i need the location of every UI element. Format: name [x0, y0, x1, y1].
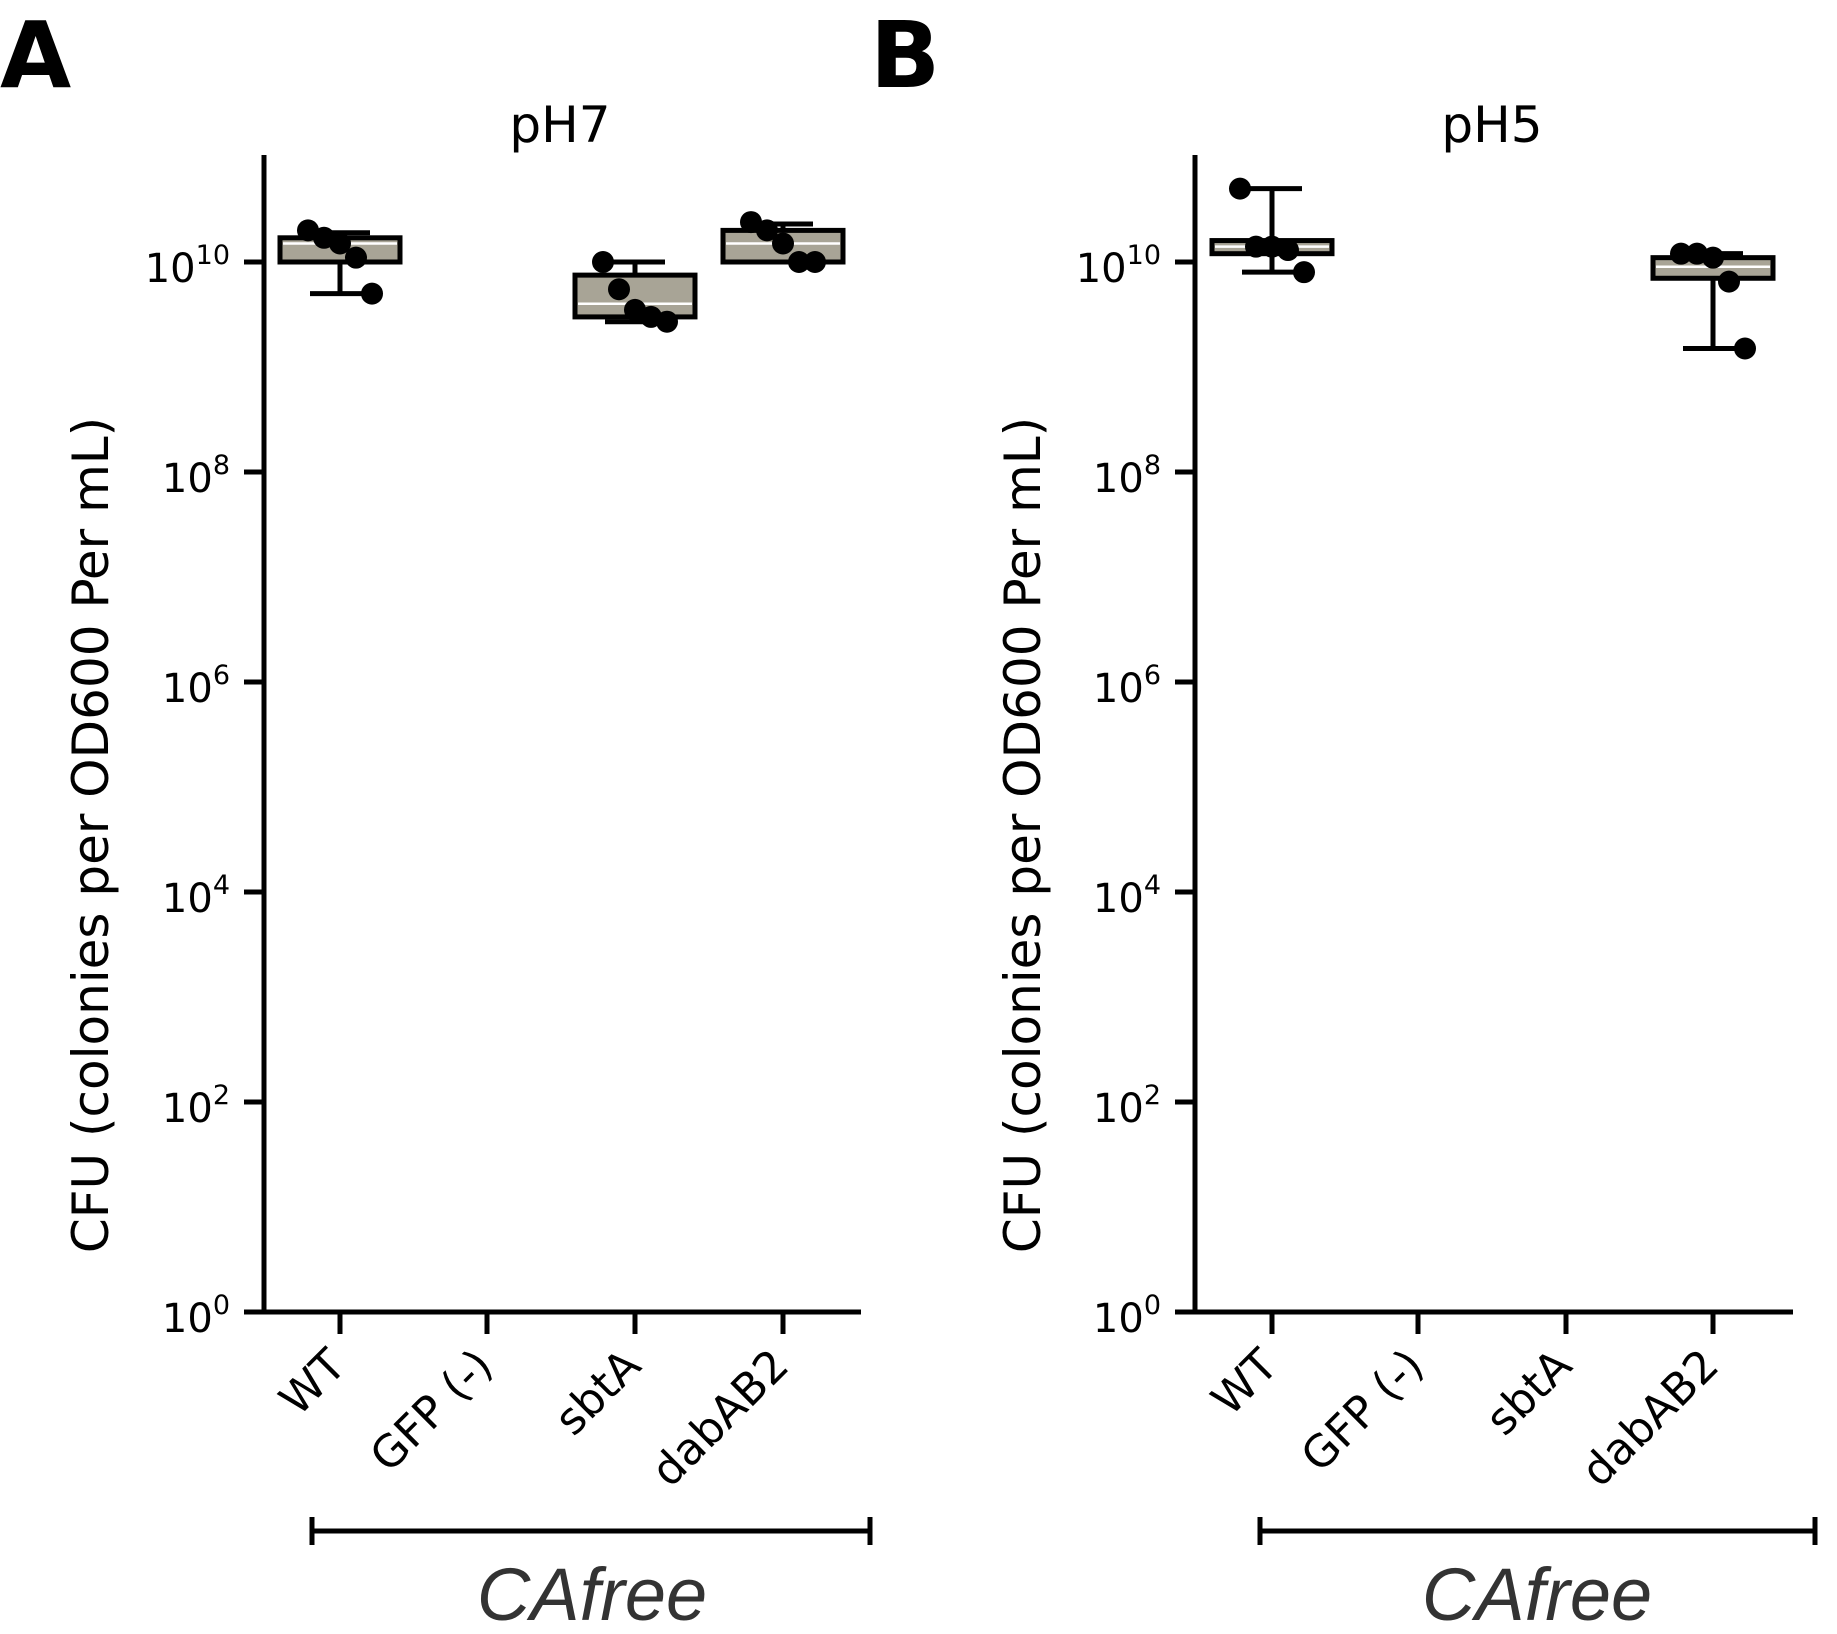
y-tick-label: 1010 [145, 240, 230, 292]
data-point [345, 246, 367, 269]
y-tick-exponent: 2 [213, 1080, 230, 1111]
data-point [1245, 235, 1267, 258]
y-tick-exponent: 0 [213, 1290, 230, 1321]
y-tick-exponent: 10 [1127, 240, 1161, 271]
group-label-cafree: CAfree [1422, 1553, 1652, 1634]
y-axis-label: CFU (colonies per OD600 Per mL) [994, 417, 1052, 1253]
x-tick-label: GFP (-) [361, 1340, 503, 1482]
x-tick-label: dabAB2 [642, 1340, 799, 1497]
data-point [1702, 246, 1724, 269]
y-tick-exponent: 4 [213, 870, 230, 901]
panel-letter-b: B [870, 2, 940, 109]
panel-b: B pH5 CFU (colonies per OD600 Per mL) 10… [870, 2, 1818, 1634]
boxes [1209, 177, 1776, 360]
y-tick-label: 100 [162, 1290, 230, 1342]
data-point [608, 278, 630, 301]
data-point [361, 282, 383, 305]
data-point [1229, 177, 1251, 200]
y-tick-exponent: 8 [213, 450, 230, 481]
y-axis-label: CFU (colonies per OD600 Per mL) [62, 417, 120, 1253]
y-tick-label: 102 [162, 1080, 230, 1132]
data-point [772, 232, 794, 255]
y-tick-exponent: 6 [1144, 660, 1161, 691]
data-point [1670, 242, 1692, 265]
x-tick-label: GFP (-) [1292, 1340, 1434, 1482]
group-bracket [309, 1517, 873, 1545]
box-group [1650, 242, 1776, 360]
data-point [592, 251, 614, 273]
box-group [277, 219, 403, 305]
data-point [1718, 270, 1740, 293]
data-point [1734, 337, 1756, 360]
y-tick-label: 100 [1093, 1290, 1161, 1342]
boxes [277, 211, 846, 333]
y-tick-label: 108 [1093, 450, 1161, 502]
x-tick-label: WT [1202, 1340, 1288, 1426]
panel-title-ph7: pH7 [509, 96, 610, 154]
y-tick-exponent: 0 [1144, 1290, 1161, 1321]
y-tick-label: 104 [1093, 870, 1161, 922]
data-point [329, 232, 351, 255]
y-tick-exponent: 4 [1144, 870, 1161, 901]
y-tick-exponent: 8 [1144, 450, 1161, 481]
panel-title-ph5: pH5 [1441, 96, 1542, 154]
data-point [788, 251, 810, 273]
x-tick-label: sbtA [545, 1340, 651, 1446]
group-bracket [1257, 1517, 1818, 1545]
y-tick-label: 102 [1093, 1080, 1161, 1132]
y-tick-label: 106 [162, 660, 230, 712]
y-tick-label: 108 [162, 450, 230, 502]
group-label-cafree: CAfree [477, 1553, 707, 1634]
y-tick-exponent: 2 [1144, 1080, 1161, 1111]
x-tick-label: dabAB2 [1572, 1340, 1729, 1497]
y-tick-exponent: 10 [196, 240, 230, 271]
x-tick-label: WT [270, 1340, 356, 1426]
y-tick-exponent: 6 [213, 660, 230, 691]
box-group [1209, 177, 1335, 284]
data-point [756, 219, 778, 242]
box-group [572, 251, 698, 333]
data-point [1293, 261, 1315, 284]
data-point [1277, 239, 1299, 262]
y-tick-label: 106 [1093, 660, 1161, 712]
panel-letter-a: A [0, 2, 71, 109]
data-point [656, 310, 678, 333]
box-group [720, 211, 846, 273]
x-tick-label: sbtA [1476, 1340, 1582, 1446]
data-point [804, 251, 826, 273]
y-tick-label: 1010 [1076, 240, 1161, 292]
panel-a: A pH7 CFU (colonies per OD600 Per mL) 10… [0, 2, 873, 1634]
y-tick-label: 104 [162, 870, 230, 922]
